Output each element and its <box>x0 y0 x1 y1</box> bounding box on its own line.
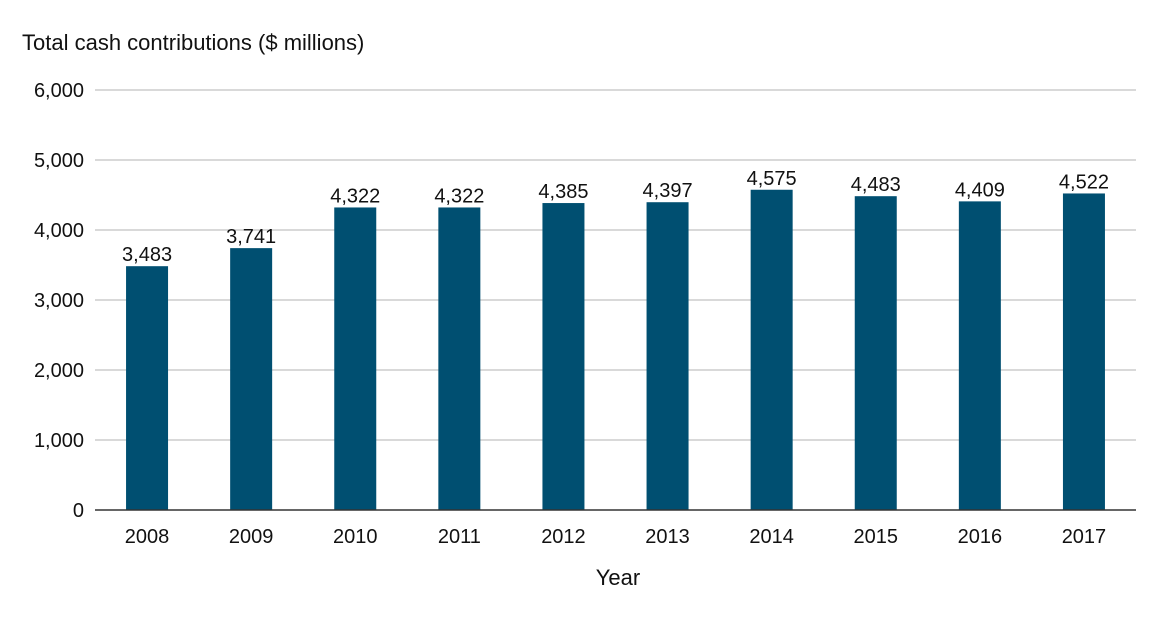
x-tick-label: 2010 <box>333 526 378 548</box>
x-axis-title: Year <box>596 565 640 590</box>
data-label-2012: 4,385 <box>538 181 588 203</box>
x-axis-ticks: 2008 2009 2010 2011 2012 2013 2014 2015 2016 2017 <box>125 526 1106 548</box>
data-labels: 3,483 3,741 4,322 4,322 4,385 4,397 4,575 4,483… <box>122 168 1109 266</box>
bar-2016 <box>958 201 1001 510</box>
data-label-2016: 4,409 <box>955 179 1005 201</box>
data-label-2011: 4,322 <box>434 185 484 207</box>
bar-2017 <box>1062 193 1105 510</box>
x-tick-label: 2011 <box>438 526 481 548</box>
y-axis-ticks: 0 1,000 2,000 3,000 4,000 5,000 6,000 <box>34 80 84 522</box>
x-tick-label: 2012 <box>541 526 586 548</box>
data-label-2017: 4,522 <box>1059 171 1109 193</box>
y-tick-label: 1,000 <box>34 430 84 452</box>
y-tick-label: 6,000 <box>34 80 84 102</box>
data-label-2013: 4,397 <box>643 180 693 202</box>
bar-2011 <box>438 207 481 510</box>
bars <box>126 189 1105 511</box>
x-tick-label: 2008 <box>125 526 170 548</box>
y-tick-label: 0 <box>73 500 84 522</box>
y-tick-label: 2,000 <box>34 360 84 382</box>
bar-2009 <box>230 248 273 510</box>
data-label-2008: 3,483 <box>122 244 172 266</box>
bar-2010 <box>334 207 377 510</box>
bar-2014 <box>750 189 793 510</box>
x-tick-label: 2014 <box>749 526 794 548</box>
x-tick-label: 2013 <box>645 526 690 548</box>
y-tick-label: 5,000 <box>34 150 84 172</box>
x-tick-label: 2015 <box>854 526 899 548</box>
x-tick-label: 2017 <box>1062 526 1107 548</box>
data-label-2015: 4,483 <box>851 174 901 196</box>
x-tick-label: 2009 <box>229 526 274 548</box>
y-tick-label: 4,000 <box>34 220 84 242</box>
bar-2013 <box>646 202 689 510</box>
data-label-2009: 3,741 <box>226 226 276 248</box>
x-tick-label: 2016 <box>958 526 1003 548</box>
bar-2012 <box>542 203 585 511</box>
y-axis-title: Total cash contributions ($ millions) <box>22 30 364 55</box>
data-label-2010: 4,322 <box>330 185 380 207</box>
bar-2008 <box>126 266 169 510</box>
y-tick-label: 3,000 <box>34 290 84 312</box>
bar-2015 <box>854 196 897 510</box>
data-label-2014: 4,575 <box>747 168 797 190</box>
